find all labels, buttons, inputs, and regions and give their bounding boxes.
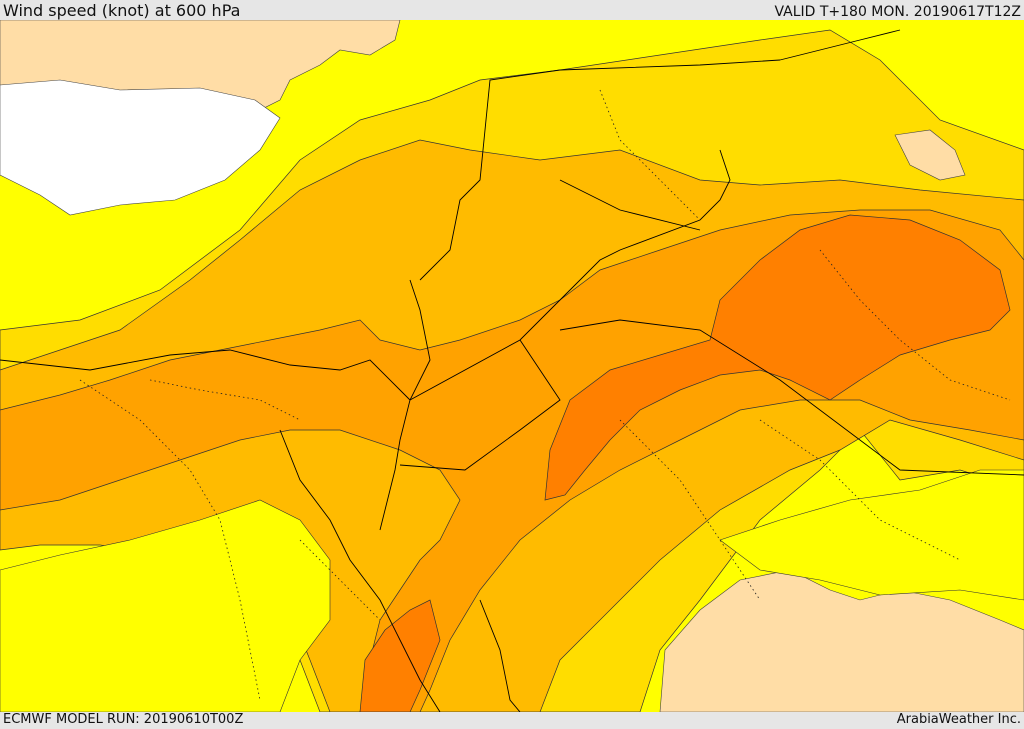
- header-bar: Wind speed (knot) at 600 hPa VALID T+180…: [0, 0, 1024, 20]
- footer-bar: ECMWF MODEL RUN: 20190610T00Z ArabiaWeat…: [0, 712, 1024, 729]
- model-run-label: ECMWF MODEL RUN: 20190610T00Z: [3, 712, 244, 727]
- map-title: Wind speed (knot) at 600 hPa: [3, 1, 241, 20]
- region-10-15-southeast: [719, 469, 1024, 601]
- province-boundaries: [79, 89, 1011, 701]
- wind-speed-map: [0, 20, 1024, 712]
- region-lt10-iraq: [894, 129, 966, 181]
- valid-time-label: VALID T+180 MON. 20190617T12Z: [774, 4, 1021, 20]
- credit-label: ArabiaWeather Inc.: [896, 712, 1021, 727]
- region-30-35: [544, 214, 1011, 501]
- region-30-35-south: [359, 599, 441, 712]
- region-lt10-southeast: [659, 569, 1024, 712]
- region-10-15-southwest: [0, 499, 331, 712]
- map-canvas: [0, 20, 1024, 712]
- country-borders: [0, 29, 1024, 712]
- region-missing-sea: [0, 79, 281, 216]
